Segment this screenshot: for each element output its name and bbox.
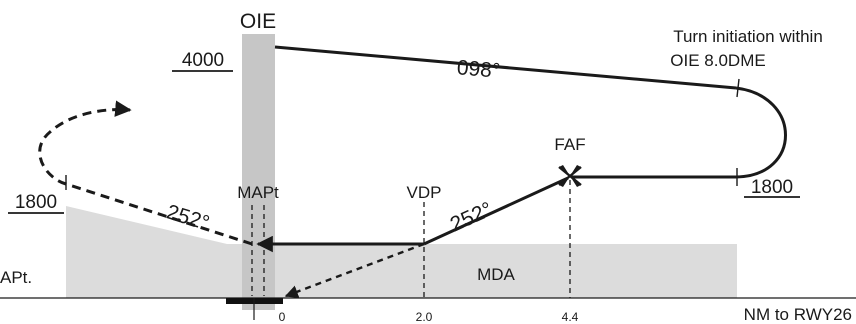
turn-tick-upper [736,78,740,98]
turn-note-line2: OIE 8.0DME [670,51,765,70]
course-outbound-label: 098° [456,56,501,83]
procedure-turn-arc [735,86,787,179]
navaid-label-oie: OIE [240,10,276,33]
faf-cross-icon [558,165,582,187]
missed-approach-path [38,100,253,246]
alt-4000-label: 4000 [182,50,224,71]
vdp-label: VDP [407,183,442,202]
alt-1800-right-label: 1800 [751,177,793,198]
course-inbound-label: 252° [447,198,496,237]
missed-approach-terrain-area [66,206,227,298]
oie-navaid-band [242,34,275,310]
alt-1800-left-label: 1800 [15,192,57,213]
visual-descent-dashed-path [284,242,425,298]
course-missed-label: 252° [164,200,212,235]
airport-label: APt. [0,268,32,287]
turn-note-line1: Turn initiation within [673,27,823,46]
outbound-track-098 [274,45,737,90]
axis-label-4-4: 4.4 [562,310,579,324]
mapt-label: MAPt [237,183,279,202]
axis-unit-label: NM to RWY26 [744,305,852,324]
mda-label: MDA [477,265,515,284]
mda-shaded-area [227,244,737,298]
final-descent-path [423,176,569,246]
axis-label-0: 0 [279,310,286,324]
faf-label: FAF [554,135,585,154]
axis-label-2-0: 2.0 [416,310,433,324]
